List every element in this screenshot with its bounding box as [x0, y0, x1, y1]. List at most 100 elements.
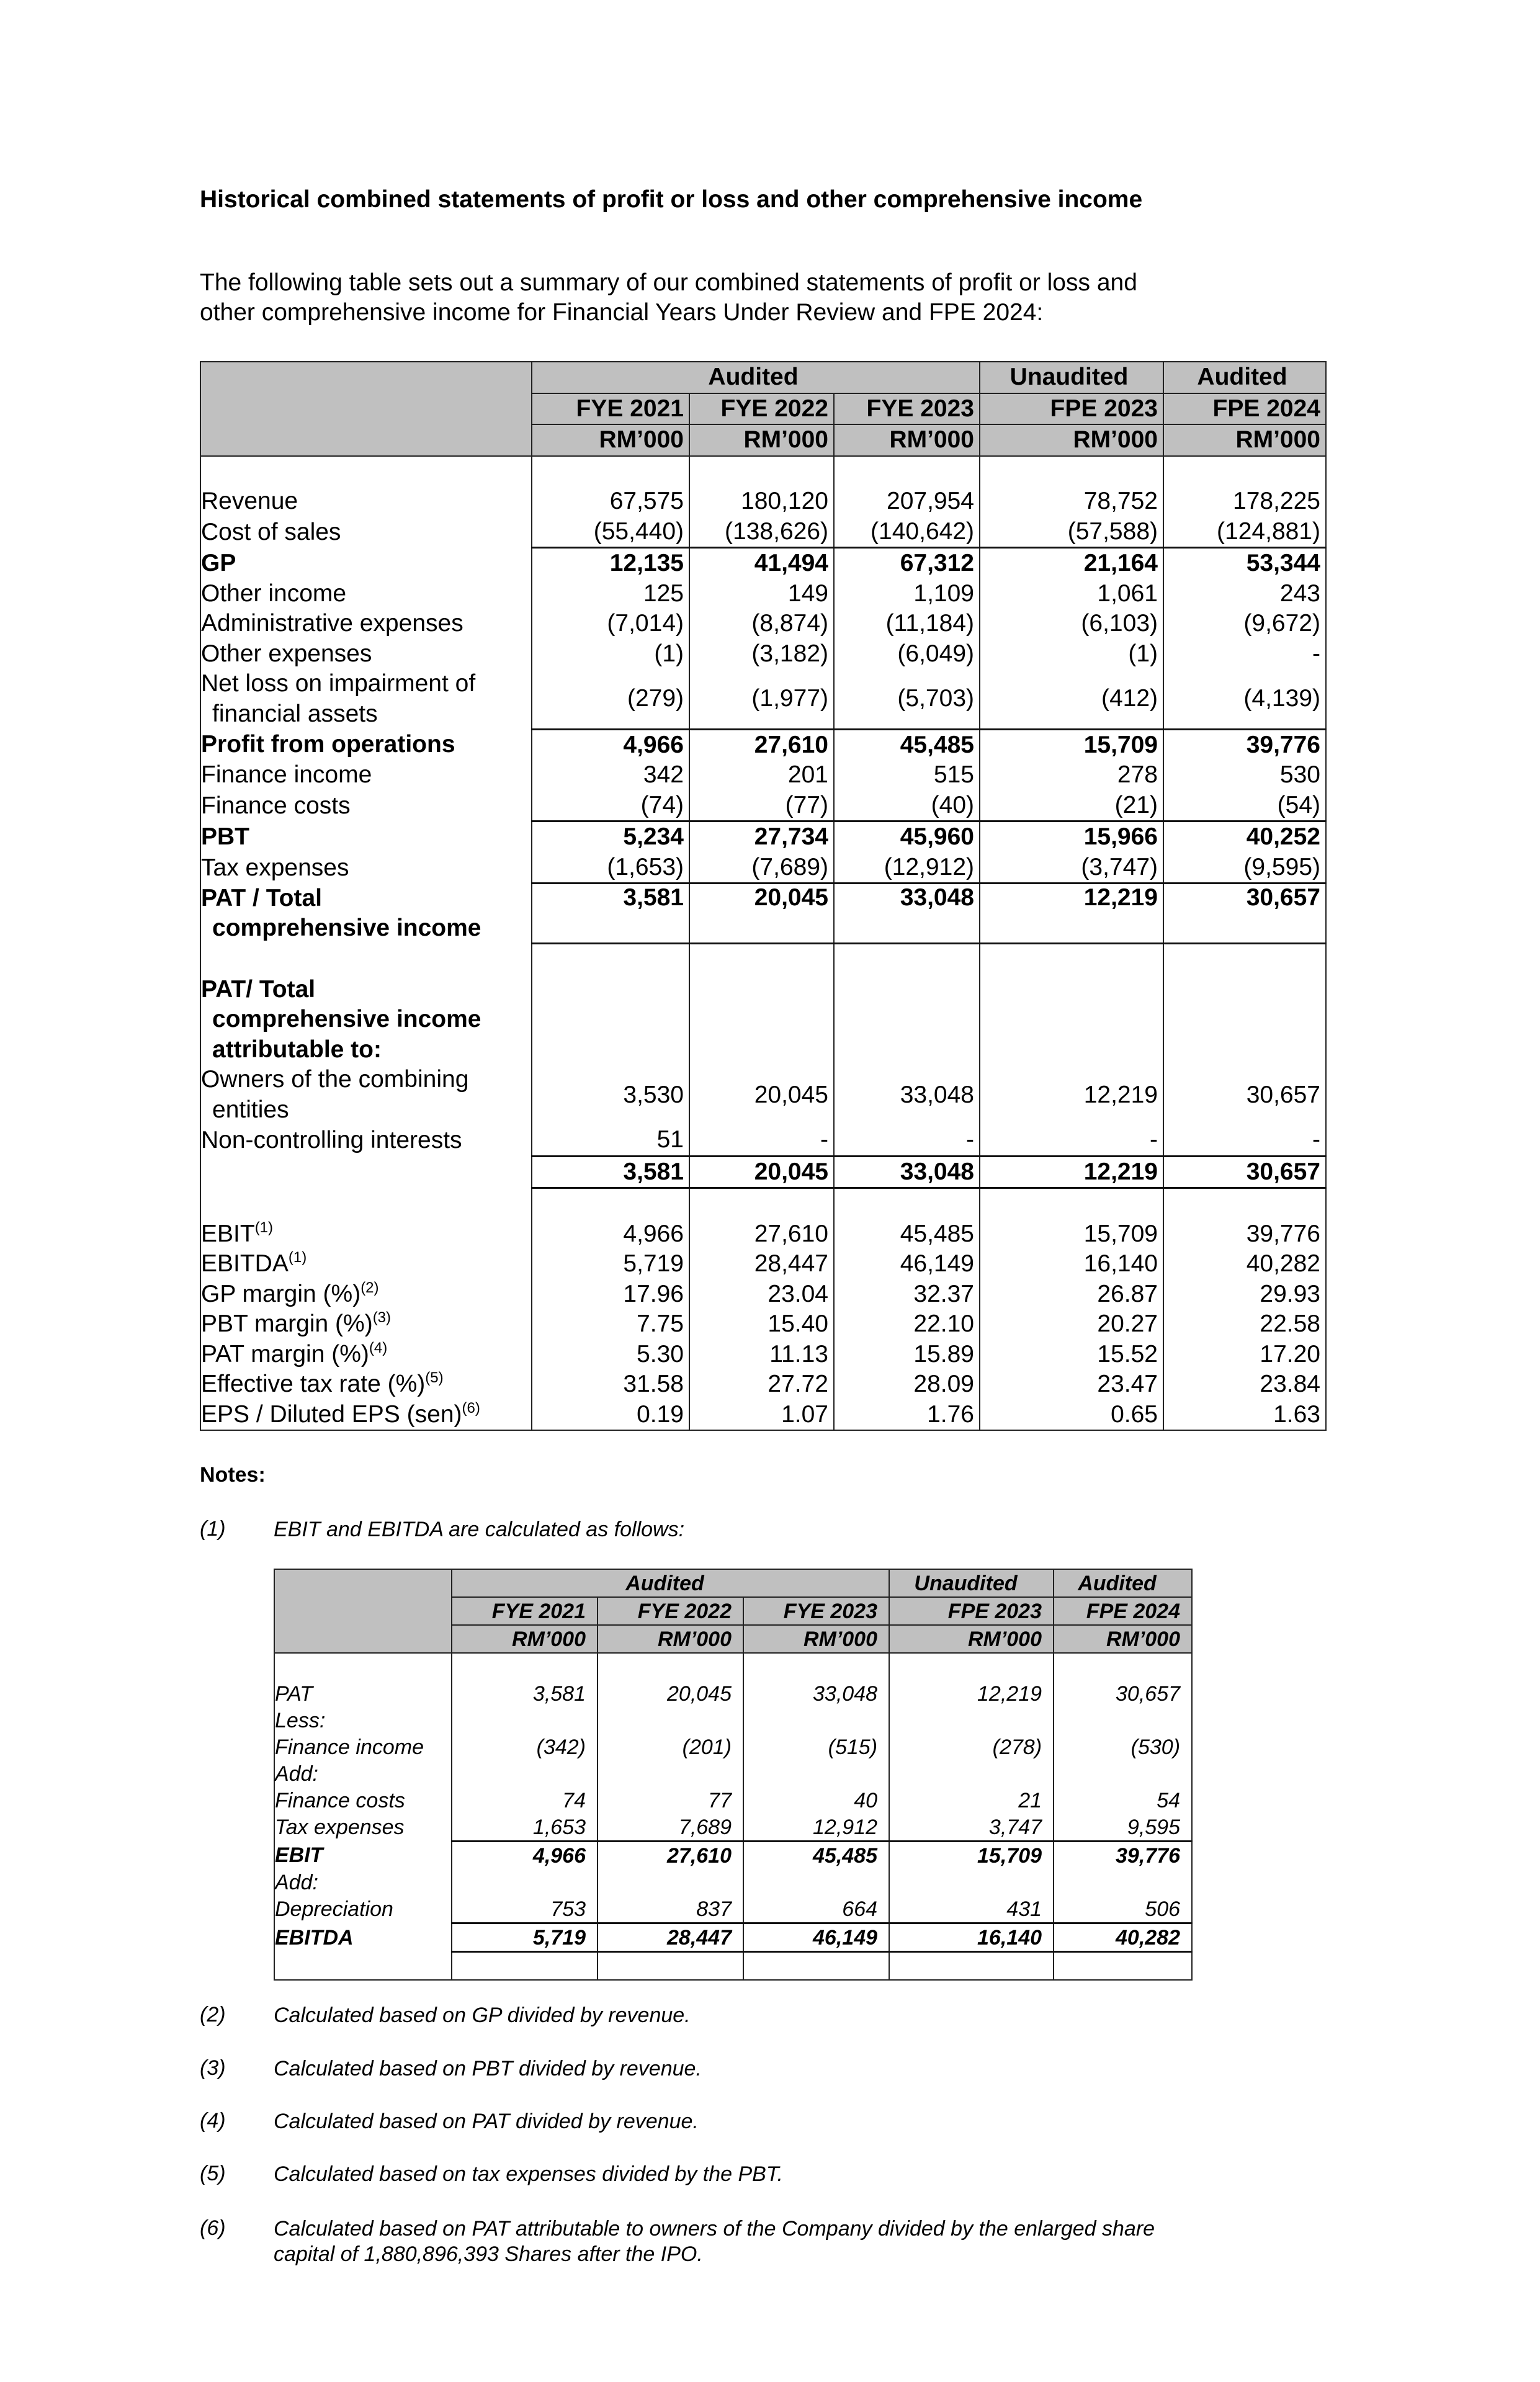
- value-cell: -: [689, 1125, 835, 1156]
- value-cell: 515: [833, 760, 980, 790]
- row-label-text: EBITDA: [275, 1925, 354, 1950]
- note-text: Calculated based on GP divided by revenu…: [274, 2004, 691, 2027]
- unit-header: RM’000: [689, 424, 835, 457]
- footnote-ref: (5): [425, 1369, 444, 1387]
- value-cell: (3,747): [979, 852, 1164, 884]
- note-text: Calculated based on PAT divided by reven…: [274, 2110, 699, 2133]
- row-label: Cost of sales: [200, 516, 532, 548]
- spacer-cell: [1163, 455, 1327, 486]
- table-row: EBITDA 5,719 28,447 46,149 16,140 40,282: [274, 1922, 1193, 1953]
- spacer-cell: [1163, 1188, 1327, 1219]
- value-cell: 46,149: [742, 1922, 890, 1953]
- row-label-text: EPS / Diluted EPS (sen): [201, 1400, 462, 1428]
- group-header: Audited: [450, 1569, 890, 1598]
- footnote-ref: (6): [462, 1399, 480, 1417]
- value-cell: (8,874): [689, 609, 835, 639]
- table-row: GP 12,135 41,494 67,312 21,164 53,344: [200, 547, 1327, 579]
- row-label-text: Depreciation: [275, 1897, 393, 1922]
- value-cell: 178,225: [1163, 486, 1327, 517]
- value-cell: (6,049): [833, 638, 980, 669]
- row-label-text: GP: [201, 549, 236, 576]
- row-label-text: PAT: [275, 1681, 313, 1706]
- table-row: Finance income (342) (201) (515) (278) (530): [274, 1734, 1193, 1760]
- value-cell: 23.04: [689, 1279, 835, 1309]
- attributable-heading: PAT/ Total comprehensive income attributab…: [200, 974, 532, 1065]
- value-cell: 30,657: [1053, 1680, 1193, 1707]
- row-label-text: EBIT: [201, 1220, 255, 1247]
- value-cell: 41,494: [689, 547, 835, 579]
- row-label: GP: [200, 547, 532, 579]
- spacer-cell: [451, 1653, 598, 1680]
- value-cell: 30,657: [1163, 882, 1327, 944]
- value-cell: 53,344: [1163, 547, 1327, 579]
- heading-line: attributable to:: [212, 1036, 382, 1063]
- value-cell: 67,575: [531, 486, 690, 517]
- note-number: (1): [200, 1517, 226, 1541]
- value-cell: 45,485: [833, 1219, 980, 1249]
- value-cell: 78,752: [979, 486, 1164, 517]
- row-label: PBT: [200, 821, 532, 853]
- value-cell: 7.75: [531, 1309, 690, 1340]
- period-header: FYE 2021: [531, 392, 690, 425]
- value-cell: 16,140: [889, 1922, 1055, 1953]
- note-number: (6): [200, 2216, 226, 2240]
- header-blank-cell: [200, 361, 532, 457]
- table-row: Administrative expenses (7,014) (8,874) (11…: [200, 609, 1327, 639]
- value-cell: -: [833, 1125, 980, 1156]
- value-cell: 3,747: [889, 1814, 1055, 1842]
- value-cell: -: [1163, 1125, 1327, 1156]
- group-header: Audited: [1053, 1569, 1193, 1598]
- footnote-ref: (1): [288, 1249, 307, 1266]
- value-cell: 15,709: [889, 1840, 1055, 1869]
- row-label: Add:: [274, 1869, 452, 1896]
- value-cell: (77): [689, 790, 835, 822]
- unit-header: RM’000: [1053, 1624, 1193, 1654]
- value-cell: [451, 1760, 598, 1787]
- spacer-cell: [597, 1653, 744, 1680]
- group-header: Unaudited: [889, 1569, 1055, 1598]
- value-cell: 17.20: [1163, 1339, 1327, 1369]
- unit-header: RM’000: [531, 424, 690, 457]
- value-cell: 28.09: [833, 1369, 980, 1400]
- value-cell: 4,966: [451, 1840, 598, 1869]
- heading-line: PAT/ Total: [201, 975, 316, 1003]
- table-row: Net loss on impairment of financial asset…: [200, 669, 1327, 729]
- value-cell: 837: [597, 1896, 744, 1923]
- value-cell: [742, 1869, 890, 1896]
- table-row: PAT 3,581 20,045 33,048 12,219 30,657: [274, 1680, 1193, 1707]
- value-cell: (11,184): [833, 609, 980, 639]
- value-cell: (140,642): [833, 516, 980, 548]
- table-row: Revenue 67,575 180,120 207,954 78,752 178,225: [200, 486, 1327, 517]
- value-cell: 40,282: [1163, 1249, 1327, 1279]
- value-cell: 7,689: [597, 1814, 744, 1842]
- spacer-cell: [833, 943, 980, 975]
- value-cell: (138,626): [689, 516, 835, 548]
- notes-title: Notes:: [200, 1463, 266, 1487]
- row-label-text: Finance income: [275, 1735, 424, 1759]
- unit-header: RM’000: [742, 1624, 890, 1654]
- table-row: PBT margin (%)(3) 7.75 15.40 22.10 20.27 22.5…: [200, 1309, 1327, 1340]
- value-cell: [1053, 1707, 1193, 1734]
- value-cell: 149: [689, 578, 835, 609]
- table-row: Finance costs (74) (77) (40) (21) (54): [200, 790, 1327, 822]
- value-cell: 23.84: [1163, 1369, 1327, 1400]
- row-label-text: PAT margin (%): [201, 1340, 369, 1368]
- period-header: FPE 2023: [979, 392, 1164, 425]
- table-row: Depreciation 753 837 664 431 506: [274, 1896, 1193, 1923]
- value-cell: 45,960: [833, 820, 980, 853]
- value-cell: (1): [979, 638, 1164, 669]
- value-cell: (55,440): [531, 516, 690, 548]
- group-header: Unaudited: [979, 361, 1164, 394]
- value-cell: 27,610: [597, 1840, 744, 1869]
- value-cell: (57,588): [979, 516, 1164, 548]
- value-cell: (12,912): [833, 852, 980, 884]
- unit-header: RM’000: [833, 424, 980, 457]
- value-cell: [1053, 1760, 1193, 1787]
- row-label: PAT margin (%)(4): [200, 1339, 532, 1369]
- row-label-text-cont: comprehensive income: [212, 915, 481, 941]
- value-cell: 15,709: [979, 1219, 1164, 1249]
- value-cell: 22.58: [1163, 1309, 1327, 1340]
- value-cell: 201: [689, 760, 835, 790]
- value-cell: 30,657: [1163, 1065, 1327, 1125]
- period-header: FYE 2021: [451, 1596, 598, 1626]
